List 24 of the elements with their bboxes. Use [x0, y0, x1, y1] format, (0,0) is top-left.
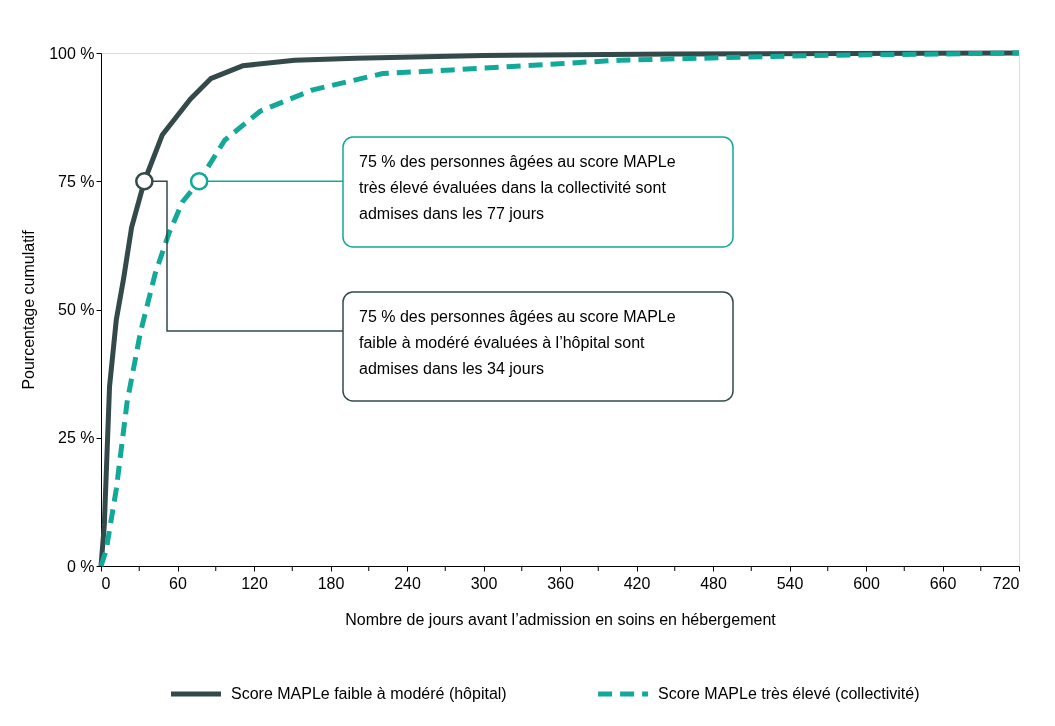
x-tick-label: 0: [101, 574, 111, 592]
y-tick-label: 0 %: [66, 557, 95, 575]
x-tick-label: 600: [853, 574, 880, 592]
x-tick-label: 240: [394, 574, 421, 592]
x-axis-title: Nombre de jours avant l’admission en soins en hébergement: [345, 610, 777, 628]
y-tick-label: 25 %: [58, 429, 95, 447]
annotation: 75 % des personnes âgées au score MAPLe faible à modéré évaluées à l’hôpital sont admises dans les 34 jours: [359, 308, 676, 377]
x-tick-label: 60: [169, 574, 187, 592]
x-tick-label: 120: [241, 574, 268, 592]
x-tick-label: 360: [547, 574, 574, 592]
y-tick-label: 50 %: [58, 301, 95, 318]
x-tick-label: 540: [776, 574, 804, 592]
y-axis-title: Pourcentage cumulatif: [20, 229, 38, 390]
legend-label: Score MAPLe faible à modéré (hôpital): [231, 685, 507, 702]
y-tick-label: 100 %: [49, 44, 95, 62]
y-tick-label: 75 %: [58, 172, 95, 190]
legend-label: Score MAPLe très élevé (collectivité): [658, 685, 920, 702]
x-tick-label: 660: [929, 574, 957, 592]
x-tick-label: 180: [317, 574, 345, 592]
x-tick-label: 420: [623, 574, 651, 592]
x-tick-label: 300: [470, 574, 498, 592]
x-tick-label: 480: [700, 574, 727, 592]
annotation: 75 % des personnes âgées au score MAPLe très élevé évaluées dans la collectivité sont admises dans les 77 jours: [359, 153, 676, 222]
x-tick-label: 720: [992, 574, 1020, 592]
